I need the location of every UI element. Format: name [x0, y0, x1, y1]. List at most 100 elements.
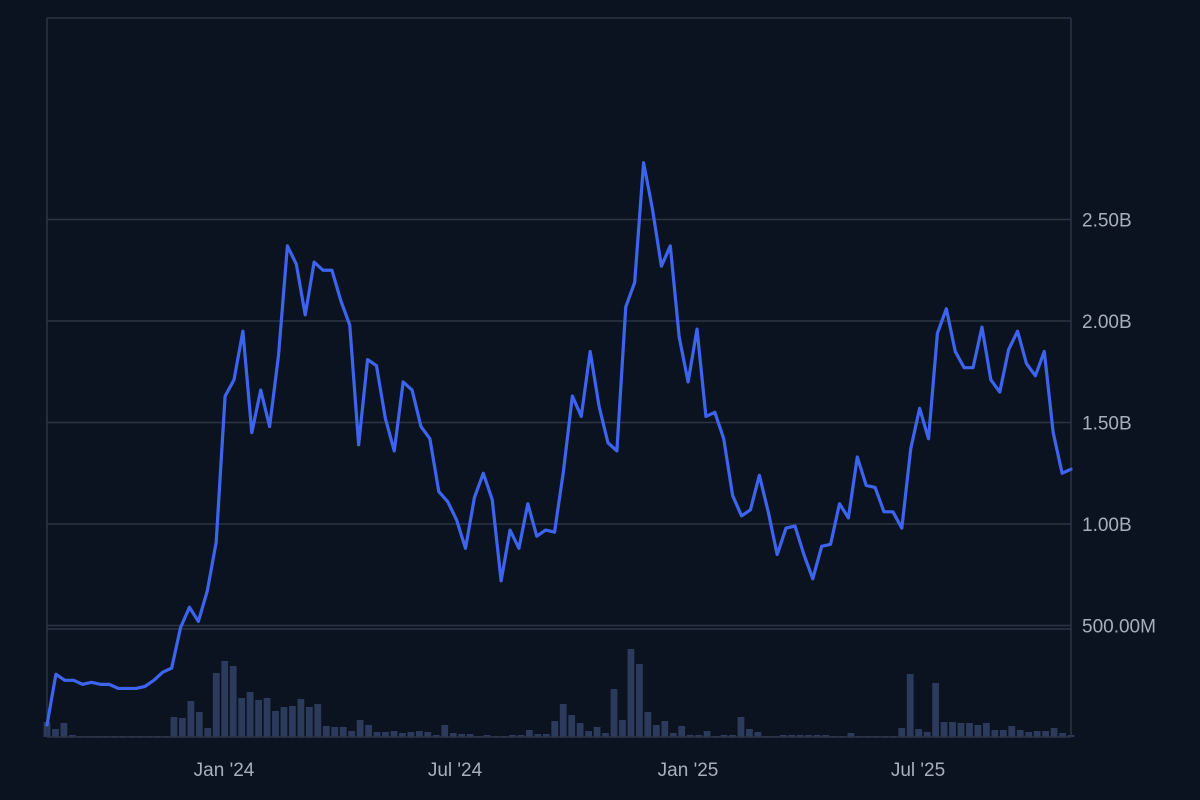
volume-bar	[517, 735, 525, 737]
volume-bar	[407, 732, 415, 737]
volume-bar	[1059, 733, 1066, 737]
volume-bar	[212, 673, 220, 737]
volume-bar	[1042, 731, 1049, 737]
volume-bar	[779, 735, 787, 737]
volume-bar	[940, 722, 948, 737]
volume-bar	[957, 723, 965, 737]
chart-frame	[46, 17, 1072, 738]
volume-bar	[669, 733, 677, 737]
volume-bar	[1050, 728, 1058, 737]
volume-bar	[737, 717, 745, 737]
volume-bar	[805, 735, 813, 737]
volume-bar	[399, 733, 406, 737]
volume-bar	[424, 732, 432, 737]
volume-bar	[305, 707, 313, 737]
volume-bar	[170, 717, 178, 737]
volume-bar	[356, 720, 364, 737]
volume-bar	[280, 707, 288, 737]
volume-bar	[678, 726, 686, 737]
y-tick-label: 500.00M	[1082, 617, 1156, 638]
volume-bar	[813, 735, 821, 737]
volume-bar	[314, 704, 322, 737]
volume-bar	[644, 712, 652, 737]
volume-bar	[179, 718, 186, 737]
volume-bar	[534, 734, 542, 737]
volume-bar	[322, 726, 330, 737]
volume-bar	[483, 735, 491, 737]
volume-bar	[1008, 726, 1016, 737]
volume-bar	[289, 706, 296, 737]
volume-bar	[906, 674, 914, 737]
volume-bar	[551, 721, 559, 737]
volume-bar	[449, 733, 457, 737]
volume-bar	[695, 735, 703, 737]
volume-bar	[60, 723, 68, 737]
volume-bar	[246, 692, 254, 737]
volume-bar	[610, 689, 618, 737]
volume-bar	[382, 732, 389, 737]
volume-bar	[272, 711, 279, 737]
volume-bar	[796, 735, 804, 737]
volume-bar	[661, 721, 669, 737]
volume-bar	[509, 735, 516, 737]
volume-bar	[720, 735, 728, 737]
volume-bar	[729, 735, 736, 737]
volume-bar	[966, 723, 973, 737]
volume-bar	[466, 734, 474, 737]
volume-bar	[568, 715, 576, 737]
volume-bar	[297, 699, 305, 737]
x-tick-label: Jul '24	[428, 760, 483, 781]
volume-bar	[52, 729, 59, 737]
price-series-line	[45, 161, 1073, 727]
volume-bar	[703, 731, 711, 737]
volume-bar	[602, 733, 609, 737]
volume-bar	[229, 666, 237, 737]
volume-bar	[1025, 732, 1033, 737]
volume-bar	[195, 712, 203, 737]
volume-bar	[788, 735, 796, 737]
volume-bar	[373, 732, 381, 737]
volume-bar	[238, 698, 246, 737]
volume-bar	[1033, 731, 1041, 737]
volume-bar	[915, 729, 923, 737]
volume-bar	[932, 683, 939, 737]
x-tick-label: Jul '25	[891, 760, 945, 781]
volume-bar	[974, 725, 982, 737]
volume-bar	[982, 723, 990, 737]
volume-bar	[636, 664, 643, 737]
volume-bar	[69, 735, 76, 737]
volume-bar	[949, 722, 956, 737]
series-layer	[45, 161, 1073, 727]
volume-bar	[619, 720, 626, 737]
volume-bar	[585, 731, 592, 737]
volume-bar	[576, 723, 584, 737]
volume-bar	[898, 728, 906, 737]
volume-bar	[187, 701, 195, 737]
volume-bar	[652, 725, 660, 737]
y-axis-labels: 500.00M 1.00B 1.50B 2.00B 2.50B	[1082, 211, 1156, 638]
volume-bar	[365, 725, 372, 737]
y-tick-label: 1.00B	[1082, 515, 1132, 536]
volume-bar	[746, 729, 753, 737]
volume-bar	[999, 730, 1007, 737]
volume-bar	[255, 700, 262, 737]
volume-bar	[339, 727, 347, 737]
x-tick-label: Jan '25	[658, 760, 719, 781]
volume-bar	[526, 730, 533, 737]
volume-bar	[204, 728, 212, 737]
volume-bar	[593, 727, 601, 737]
y-tick-label: 1.50B	[1082, 414, 1132, 435]
volume-bar	[923, 732, 931, 737]
volume-bar	[627, 649, 635, 737]
volume-bar	[542, 734, 550, 737]
volume-bar	[847, 733, 855, 737]
volume-bar	[263, 698, 271, 737]
volume-bar	[390, 731, 398, 737]
x-axis-labels: Jan '24 Jul '24 Jan '25 Jul '25	[194, 760, 946, 781]
volume-bar	[1016, 730, 1024, 737]
volume-bar	[686, 735, 694, 737]
volume-bar	[331, 727, 339, 737]
volume-bar	[458, 734, 466, 737]
volume-bar	[441, 725, 449, 737]
